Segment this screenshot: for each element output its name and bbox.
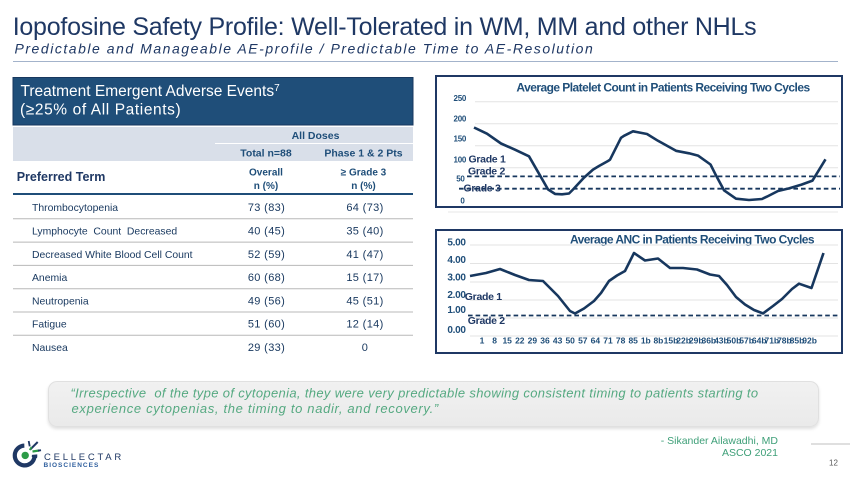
svg-text:92b: 92b [802,336,817,346]
svg-text:73 (83): 73 (83) [248,202,285,214]
svg-text:Treatment Emergent Adverse Eve: Treatment Emergent Adverse Events7 [21,83,281,100]
svg-text:29b: 29b [689,336,704,346]
svg-text:100: 100 [454,156,467,165]
svg-text:41 (47): 41 (47) [346,249,383,261]
svg-text:Average Platelet Count in Pati: Average Platelet Count in Patients Recei… [516,81,810,95]
svg-text:All Doses: All Doses [292,130,340,142]
svg-text:45 (51): 45 (51) [346,295,383,307]
svg-text:22b: 22b [676,336,691,346]
svg-text:51 (60): 51 (60) [248,319,285,331]
svg-text:40 (45): 40 (45) [248,226,285,238]
svg-text:36b: 36b [701,336,716,346]
svg-text:Iopofosine Safety Profile: Wel: Iopofosine Safety Profile: Well-Tolerate… [13,13,757,41]
svg-text:1: 1 [480,336,485,346]
svg-text:Grade 1: Grade 1 [469,154,506,166]
svg-text:ASCO 2021: ASCO 2021 [722,447,778,459]
svg-text:Total n=88: Total n=88 [240,148,292,160]
svg-text:Nausea: Nausea [32,343,68,354]
svg-text:43b: 43b [714,336,729,346]
svg-text:BIOSCIENCES: BIOSCIENCES [44,462,100,469]
svg-text:Grade 2: Grade 2 [468,166,505,178]
svg-text:35 (40): 35 (40) [346,226,383,238]
svg-text:57: 57 [578,336,588,346]
svg-text:64 (73): 64 (73) [346,202,383,214]
svg-text:8: 8 [492,336,497,346]
svg-text:50: 50 [456,174,465,183]
svg-text:4.00: 4.00 [447,255,466,266]
svg-text:Decreased White Blood Cell Cou: Decreased White Blood Cell Count [32,250,193,261]
svg-text:43: 43 [553,336,563,346]
svg-text:(≥25% of All Patients): (≥25% of All Patients) [20,102,181,119]
svg-text:50b: 50b [727,336,742,346]
svg-text:Neutropenia: Neutropenia [32,296,89,307]
svg-text:12: 12 [829,459,838,468]
svg-text:15 (17): 15 (17) [346,272,383,284]
svg-text:60 (68): 60 (68) [248,272,285,284]
svg-text:1.00: 1.00 [447,305,466,316]
svg-text:Grade 2: Grade 2 [468,315,505,327]
svg-text:Phase 1 & 2 Pts: Phase 1 & 2 Pts [324,148,402,160]
svg-text:15: 15 [502,336,512,346]
svg-text:CELLECTAR: CELLECTAR [44,452,124,463]
svg-text:15b: 15b [664,336,679,346]
svg-text:experience cytopenias, the tim: experience cytopenias, the timing to nad… [72,401,439,416]
svg-text:0.00: 0.00 [447,325,466,336]
svg-text:71b: 71b [764,336,779,346]
svg-text:250: 250 [454,94,467,103]
svg-text:Lymphocyte Count Decreased: Lymphocyte Count Decreased [32,227,177,238]
svg-text:64b: 64b [752,336,767,346]
svg-text:n (%): n (%) [254,181,278,192]
svg-text:150: 150 [454,134,467,143]
svg-text:n (%): n (%) [351,181,375,192]
svg-text:Overall: Overall [249,168,283,179]
svg-text:Fatigue: Fatigue [32,320,67,331]
svg-text:1b: 1b [641,336,651,346]
svg-text:22: 22 [515,336,525,346]
svg-text:Grade 3: Grade 3 [464,183,501,195]
svg-text:78: 78 [616,336,626,346]
svg-text:57b: 57b [739,336,754,346]
svg-text:200: 200 [454,114,467,123]
svg-text:29: 29 [528,336,538,346]
svg-text:2.00: 2.00 [447,290,466,301]
svg-text:0: 0 [460,197,465,206]
svg-text:49 (56): 49 (56) [248,295,285,307]
svg-text:Grade 1: Grade 1 [465,291,502,303]
svg-text:78b: 78b [777,336,792,346]
svg-text:29 (33): 29 (33) [248,342,285,354]
svg-text:5.00: 5.00 [447,238,466,249]
svg-text:Preferred Term: Preferred Term [17,170,106,184]
svg-text:≥ Grade 3: ≥ Grade 3 [341,168,387,179]
svg-text:Anemia: Anemia [32,273,67,284]
svg-text:85b: 85b [790,336,805,346]
svg-text:“Irrespective of the type of: “Irrespective of the type of cytopenia, … [71,386,759,401]
svg-text:8b: 8b [653,336,663,346]
svg-text:36: 36 [540,336,550,346]
svg-text:12 (14): 12 (14) [346,319,383,331]
svg-text:52 (59): 52 (59) [248,249,285,261]
svg-text:Predictable and Manageable AE-: Predictable and Manageable AE-profile / … [15,40,595,56]
svg-text:Average ANC in Patients Receiv: Average ANC in Patients Receiving Two Cy… [570,233,815,247]
svg-text:- Sikander Ailawadhi, MD: - Sikander Ailawadhi, MD [661,435,779,447]
svg-text:64: 64 [591,336,601,346]
svg-text:85: 85 [628,336,638,346]
svg-text:71: 71 [603,336,613,346]
svg-text:3.00: 3.00 [447,273,466,284]
svg-text:Thrombocytopenia: Thrombocytopenia [32,203,118,214]
svg-text:50: 50 [565,336,575,346]
svg-text:0: 0 [362,342,368,354]
